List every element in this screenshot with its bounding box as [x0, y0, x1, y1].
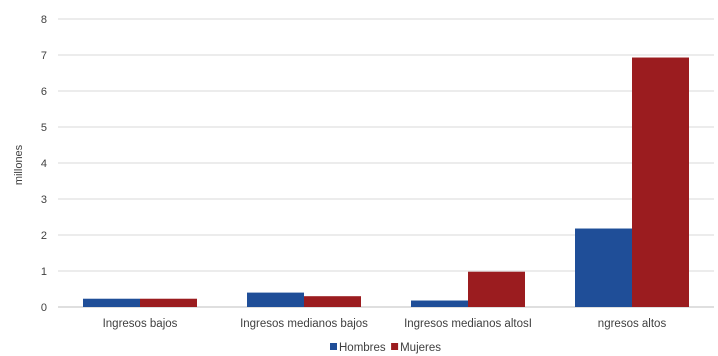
legend-swatch-hombres	[330, 343, 337, 350]
legend-swatch-mujeres	[391, 343, 399, 350]
bar-hombres	[411, 300, 468, 307]
legend-label-hombres: Hombres	[339, 342, 386, 354]
bar-hombres	[247, 292, 304, 307]
y-tick-label: 5	[41, 122, 47, 134]
y-tick-label: 1	[41, 266, 47, 278]
bar-mujeres	[304, 296, 361, 307]
y-tick-label: 3	[41, 194, 47, 206]
x-category-label: Ingresos medianos bajos	[240, 318, 368, 330]
y-tick-label: 2	[41, 230, 47, 242]
y-axis-title: millones	[13, 144, 25, 185]
x-category-label: ngresos altos	[598, 318, 667, 330]
bar-mujeres	[468, 271, 525, 307]
bar-hombres	[83, 298, 140, 307]
bars	[83, 57, 689, 307]
bar-hombres	[575, 228, 632, 307]
bar-mujeres	[140, 298, 197, 307]
y-tick-label: 6	[41, 86, 47, 98]
legend: Hombres Mujeres	[330, 342, 441, 354]
bar-mujeres	[632, 57, 689, 307]
gridlines	[58, 18, 714, 308]
y-tick-label: 7	[41, 50, 47, 62]
y-tick-label: 4	[41, 158, 47, 170]
x-category-labels: Ingresos bajos Ingresos medianos bajos Ing…	[103, 318, 667, 330]
x-category-label: Ingresos bajos	[103, 318, 178, 330]
y-tick-label: 0	[41, 302, 47, 314]
legend-label-mujeres: Mujeres	[400, 342, 441, 354]
x-category-label: Ingresos medianos altosI	[404, 318, 532, 330]
y-tick-label: 8	[41, 14, 47, 26]
y-tick-labels: 0 1 2 3 4 5 6 7 8	[41, 14, 47, 314]
